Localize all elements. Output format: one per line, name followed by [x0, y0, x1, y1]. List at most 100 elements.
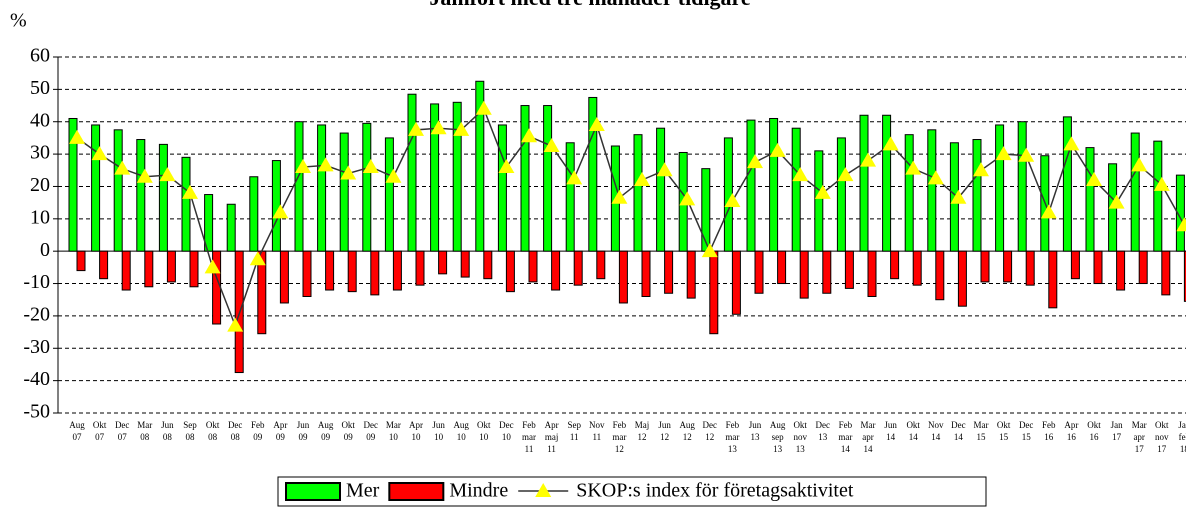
- x-tick-line: 15: [977, 432, 987, 442]
- x-tick-line: 10: [412, 432, 422, 442]
- bar: [407, 93, 417, 252]
- bar: [392, 250, 402, 291]
- index-marker: [679, 191, 696, 206]
- x-tick-line: 11: [525, 444, 534, 454]
- x-tick-label: Mar 15: [974, 420, 989, 442]
- index-marker: [656, 162, 673, 177]
- index-marker: [634, 171, 650, 186]
- index-marker: [973, 162, 989, 177]
- bar: [565, 142, 575, 252]
- bar: [528, 250, 538, 283]
- bar: [144, 250, 154, 288]
- bar: [520, 105, 530, 252]
- index-marker: [159, 167, 176, 182]
- bar: [91, 124, 101, 252]
- x-tick-line: Jun: [884, 420, 897, 430]
- bar: [1062, 116, 1072, 252]
- x-tick-line: Mar: [861, 420, 876, 430]
- bar: [204, 194, 214, 252]
- bar: [656, 127, 666, 252]
- x-tick-line: 11: [570, 432, 579, 442]
- bar: [844, 250, 854, 289]
- bar: [957, 250, 967, 307]
- index-marker: [249, 251, 266, 266]
- bar: [972, 139, 982, 252]
- index-marker: [1176, 217, 1186, 232]
- x-tick-label: Mar apr 17: [1132, 420, 1147, 454]
- x-tick-line: mar: [838, 432, 852, 442]
- bar: [249, 176, 259, 252]
- bar: [497, 124, 507, 252]
- bar: [551, 250, 561, 291]
- x-tick-line: Mar: [974, 420, 989, 430]
- x-tick-line: mar: [612, 432, 626, 442]
- x-tick-line: Feb: [839, 420, 853, 430]
- bar: [777, 250, 787, 285]
- x-tick-label: Apr maj 11: [545, 420, 559, 454]
- x-tick-line: sep: [772, 432, 784, 442]
- x-tick-line: 12: [660, 432, 669, 442]
- x-tick-line: Dec: [951, 420, 966, 430]
- x-tick-line: 09: [344, 432, 354, 442]
- x-tick-line: 14: [954, 432, 964, 442]
- x-tick-label: Aug 10: [453, 420, 469, 442]
- bar: [475, 80, 485, 252]
- x-tick-line: 17: [1157, 444, 1167, 454]
- bar: [588, 96, 598, 252]
- index-marker: [927, 170, 944, 185]
- x-tick-label: Dec 14: [951, 420, 966, 442]
- x-tick-label: Maj 12: [635, 420, 650, 442]
- x-tick-label: Jan feb 18: [1178, 420, 1186, 454]
- x-tick-line: Jun: [161, 420, 174, 430]
- bar: [746, 119, 756, 252]
- x-tick-label: Feb mar 13: [725, 420, 739, 454]
- x-tick-line: Sep: [567, 420, 581, 430]
- x-tick-line: 07: [95, 432, 105, 442]
- x-tick-line: 08: [186, 432, 196, 442]
- bar: [686, 250, 696, 299]
- x-tick-line: Feb: [251, 420, 265, 430]
- bar: [460, 250, 470, 278]
- index-marker: [317, 157, 334, 172]
- x-tick-line: 10: [434, 432, 444, 442]
- x-tick-line: Maj: [635, 420, 650, 430]
- x-tick-line: Okt: [477, 420, 491, 430]
- x-tick-line: 13: [773, 444, 783, 454]
- x-tick-line: 17: [1112, 432, 1122, 442]
- x-tick-line: 08: [231, 432, 241, 442]
- x-tick-label: Jun 10: [432, 420, 445, 442]
- bar: [633, 134, 643, 252]
- x-tick-line: 14: [909, 432, 919, 442]
- x-tick-label: Okt 10: [477, 420, 491, 442]
- x-tick-line: Okt: [906, 420, 920, 430]
- bar: [1003, 250, 1013, 283]
- x-tick-label: Feb 09: [251, 420, 265, 442]
- x-tick-line: 07: [118, 432, 128, 442]
- x-tick-label: Mar 08: [137, 420, 152, 442]
- index-marker: [769, 142, 786, 157]
- x-tick-line: Feb: [613, 420, 627, 430]
- x-tick-line: 10: [389, 432, 399, 442]
- x-tick-line: 17: [1135, 444, 1145, 454]
- bar: [769, 117, 779, 252]
- bar: [731, 250, 741, 315]
- index-marker: [905, 160, 922, 175]
- index-marker: [1086, 171, 1102, 186]
- x-tick-line: 13: [796, 444, 806, 454]
- x-tick-line: 08: [140, 432, 150, 442]
- index-marker: [182, 184, 198, 199]
- index-marker: [724, 193, 741, 208]
- bar: [912, 250, 922, 286]
- legend-label: Mer: [346, 480, 380, 502]
- y-tick-label: 40: [30, 109, 50, 131]
- y-tick-label: -20: [23, 304, 50, 326]
- bar: [438, 250, 448, 275]
- x-tick-line: 11: [547, 444, 556, 454]
- x-tick-line: Aug: [679, 420, 695, 430]
- index-marker: [475, 100, 492, 115]
- x-tick-line: apr: [1133, 432, 1145, 442]
- x-tick-line: Dec: [228, 420, 243, 430]
- x-tick-line: Mar: [1132, 420, 1147, 430]
- index-marker: [995, 146, 1012, 161]
